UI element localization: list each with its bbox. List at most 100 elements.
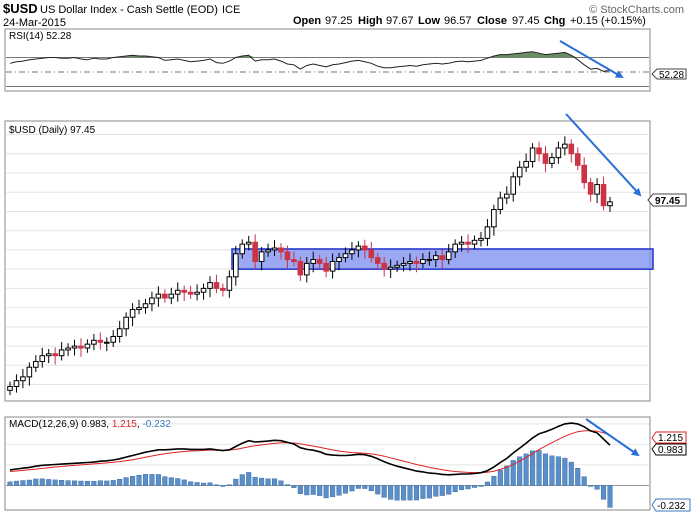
header-name: US Dollar Index - Cash Settle (EOD): [40, 4, 218, 16]
macd-hist-bar: [84, 480, 90, 486]
candle-body: [503, 193, 510, 199]
macd-hist-bar: [188, 481, 194, 486]
macd-trend-arrow: [585, 418, 640, 457]
candle-body: [297, 260, 304, 276]
candle-body: [478, 237, 484, 241]
candle-body: [355, 245, 362, 251]
candle-body: [426, 259, 433, 262]
macd-value-tag-text: 0.983: [658, 445, 683, 456]
macd-hist-bar: [246, 472, 252, 486]
candle-body: [168, 293, 175, 299]
macd-hist-bar: [484, 481, 490, 486]
macd-hist-bar: [362, 485, 368, 489]
candle-body: [394, 264, 400, 268]
candle-body: [484, 226, 491, 239]
candle-body: [471, 239, 478, 245]
macd-hist-bar: [194, 482, 200, 486]
candle-body: [91, 339, 97, 345]
macd-hist-bar: [465, 485, 471, 490]
candle-body: [239, 243, 246, 255]
candle-body: [316, 259, 323, 264]
rsi-trend-arrow: [559, 40, 624, 79]
candle-body: [433, 255, 439, 261]
candle-body: [58, 349, 65, 357]
macd-hist-bar: [52, 479, 58, 486]
macd-hist-bar: [523, 453, 529, 486]
candle-body: [342, 253, 349, 259]
macd-hist-bar: [497, 469, 503, 486]
macd-panel-frame: [4, 416, 651, 511]
header-chg-label: Chg: [544, 15, 565, 27]
macd-hist-bar: [200, 482, 207, 486]
macd-label: MACD(12,26,9) 0.983, 1.215, -0.232: [9, 419, 171, 430]
macd-hist-bar: [46, 479, 52, 486]
macd-hist-bar: [555, 456, 561, 486]
macd-hist-bar: [504, 465, 510, 486]
macd-hist-bar: [13, 480, 20, 486]
macd-hist-bar: [478, 485, 484, 487]
macd-hist-bar: [375, 485, 381, 495]
macd-hist-bar: [239, 474, 245, 486]
macd-hist-bar: [355, 485, 361, 489]
macd-hist-bar: [233, 478, 239, 486]
candle-body: [233, 253, 239, 278]
candle-body: [587, 182, 594, 195]
candle-body: [187, 291, 194, 295]
candle-body: [362, 245, 368, 251]
header-chg: +0.15 (+0.15%): [570, 15, 646, 27]
macd-hist-bar: [530, 450, 536, 486]
macd-hist-bar: [575, 468, 581, 486]
macd-hist-bar: [413, 485, 420, 501]
candle-body: [258, 251, 265, 262]
candle-body: [162, 293, 168, 299]
candle-body: [52, 353, 58, 357]
candle-body: [568, 143, 575, 155]
candle-body: [574, 153, 581, 166]
candle-body: [33, 360, 39, 368]
candle-body: [174, 289, 181, 295]
candle-body: [400, 262, 407, 266]
candle-body: [13, 380, 20, 387]
candle-body: [387, 266, 394, 270]
macd-hist-bar: [304, 485, 310, 496]
macd-hist-bar: [110, 480, 116, 486]
macd-hist-bar: [310, 485, 316, 495]
header-high-label: High: [358, 15, 383, 27]
macd-hist-bar: [342, 485, 349, 494]
macd-hist-bar: [213, 484, 220, 487]
candle-body: [97, 339, 104, 343]
header-high: 97.67: [386, 15, 414, 27]
candle-body: [368, 249, 375, 259]
candle-body: [149, 297, 155, 305]
macd-hist-bar: [259, 477, 265, 486]
macd-hist-bar: [517, 456, 523, 486]
header-date: 24-Mar-2015: [3, 17, 66, 29]
macd-hist-bar: [297, 485, 303, 494]
candle-body: [245, 241, 252, 245]
candle-body: [194, 291, 200, 295]
macd-hist-bar: [581, 476, 587, 486]
macd-hist-bar: [226, 484, 232, 486]
candle-body: [491, 209, 497, 228]
macd-hist-bar: [265, 478, 271, 486]
candle-body: [265, 249, 271, 253]
candle-body: [200, 287, 207, 293]
candle-body: [439, 255, 446, 261]
candle-body: [600, 184, 607, 207]
macd-hist-bar: [420, 485, 426, 499]
candle-body: [323, 262, 329, 272]
macd-hist-bar: [97, 480, 103, 486]
candle-body: [136, 307, 142, 311]
macd-hist-bar: [104, 480, 110, 486]
candle-body: [155, 293, 162, 299]
macd-hist-bar: [439, 485, 445, 496]
candle-body: [71, 345, 78, 349]
macd-hist-bar: [117, 478, 123, 486]
macd-hist-bar: [71, 480, 78, 486]
candle-body: [110, 335, 117, 343]
macd-hist-bar: [400, 485, 407, 501]
macd-hist-bar: [600, 485, 607, 500]
macd-hist-bar: [323, 485, 329, 499]
macd-hist-bar: [330, 485, 336, 498]
macd-hist-bar: [155, 474, 161, 486]
